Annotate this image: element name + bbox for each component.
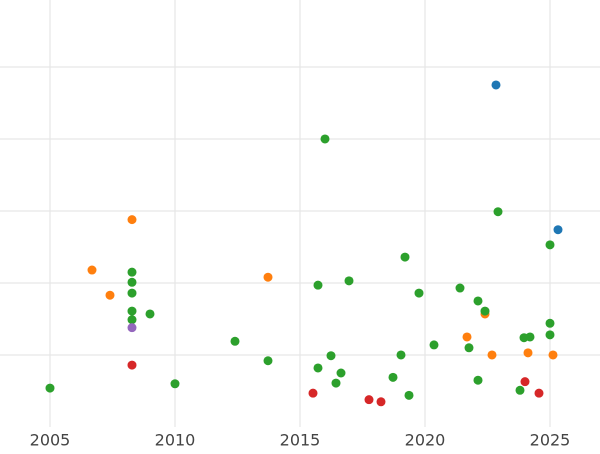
point [308,388,318,398]
point [553,225,563,235]
point [313,280,323,290]
point [230,336,240,346]
point [336,368,346,378]
point [313,363,323,373]
point [534,388,544,398]
point [127,360,137,370]
point [331,378,341,388]
point [455,283,465,293]
point [45,383,55,393]
point [127,323,137,333]
point [523,348,533,358]
point [404,390,414,400]
point [525,332,535,342]
point [487,350,497,360]
point [364,395,374,405]
point [520,377,530,387]
point [400,252,410,262]
point [545,240,555,250]
point [87,265,97,275]
point [127,215,137,225]
point [545,330,555,340]
point [127,267,137,277]
point [170,379,180,389]
point [263,356,273,366]
point [263,272,273,282]
point [429,340,439,350]
point [320,134,330,144]
x-tick-label: 2005 [30,431,71,450]
point [127,277,137,287]
x-tick-label: 2020 [405,431,446,450]
point [491,80,501,90]
point [515,385,525,395]
point [127,315,137,325]
x-tick-label: 2015 [280,431,321,450]
point [464,343,474,353]
point [376,397,386,407]
x-tick-label: 2025 [530,431,571,450]
point [388,372,398,382]
point [127,288,137,298]
point [326,351,336,361]
point [462,332,472,342]
point [105,290,115,300]
point [414,288,424,298]
point [473,296,483,306]
point [145,309,155,319]
point [127,306,137,316]
point [545,318,555,328]
point [493,207,503,217]
point [480,306,490,316]
point [396,350,406,360]
x-tick-label: 2010 [155,431,196,450]
point [548,350,558,360]
point [344,276,354,286]
point [473,375,483,385]
